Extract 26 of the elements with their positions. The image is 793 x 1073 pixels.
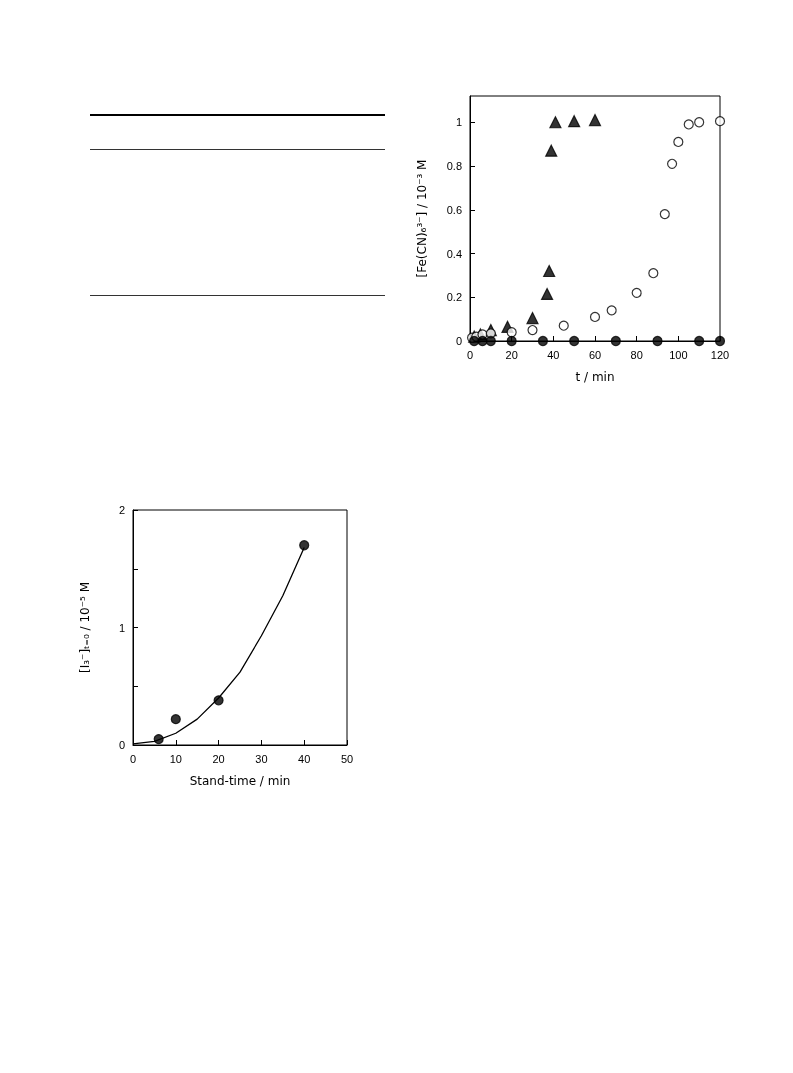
y-axis-title: [I₃⁻]ₜ₌₀ / 10⁻⁵ M bbox=[78, 582, 92, 673]
y-tick-label: 0.8 bbox=[446, 160, 462, 172]
y-tick-label: 0 bbox=[455, 335, 462, 347]
y-tick-label: 1 bbox=[455, 116, 462, 129]
y-tick-label: 2 bbox=[118, 504, 125, 516]
x-axis-title: t / min bbox=[575, 370, 615, 384]
y-tick-label: 1 bbox=[118, 621, 125, 634]
x-tick-label: 30 bbox=[255, 752, 268, 765]
x-tick-label: 20 bbox=[505, 348, 518, 361]
x-tick-label: 40 bbox=[547, 348, 560, 361]
x-tick-label: 10 bbox=[169, 752, 182, 765]
x-tick-label: 100 bbox=[669, 348, 688, 361]
y-tick-label: 0.6 bbox=[446, 203, 462, 216]
x-tick-label: 120 bbox=[710, 348, 730, 361]
x-tick-label: 80 bbox=[630, 348, 643, 361]
x-tick-label: 40 bbox=[298, 752, 311, 765]
y-tick-label: 0 bbox=[118, 739, 125, 751]
x-axis-title: Stand-time / min bbox=[189, 774, 291, 788]
y-axis-title: [Fe(CN)₆³⁻] / 10⁻³ M bbox=[415, 159, 429, 278]
y-tick-label: 0.4 bbox=[446, 247, 462, 260]
x-tick-label: 20 bbox=[212, 752, 225, 765]
x-tick-label: 0 bbox=[466, 348, 474, 361]
y-tick-label: 0.2 bbox=[446, 291, 462, 304]
x-tick-label: 0 bbox=[129, 752, 137, 765]
x-tick-label: 60 bbox=[588, 348, 602, 361]
x-tick-label: 50 bbox=[340, 752, 354, 765]
